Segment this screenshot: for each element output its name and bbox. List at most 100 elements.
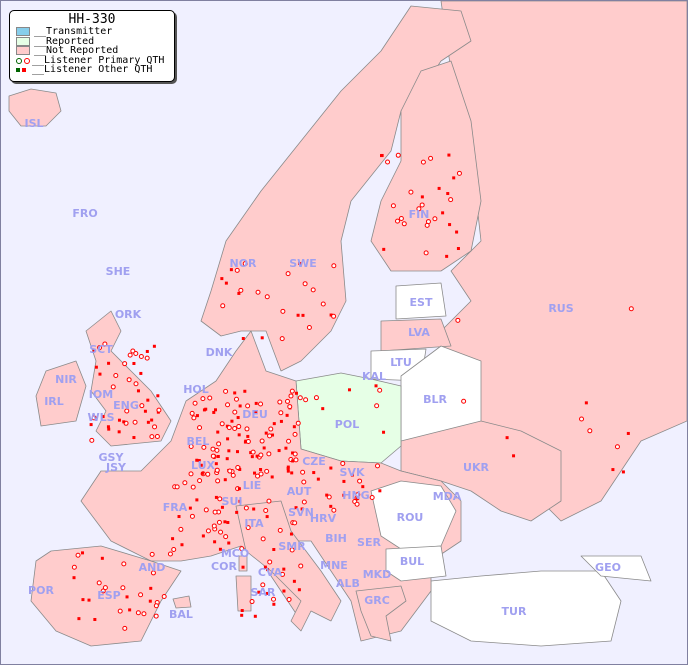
listener-other-qth-marker [107,361,111,365]
listener-other-qth-marker [292,579,296,583]
region-cor [238,555,248,572]
listener-other-qth-marker [329,504,333,508]
legend-transmitter: __Transmitter [10,27,174,37]
listener-other-qth-marker [107,427,111,431]
listener-primary-qth-marker [91,415,97,421]
country-label-ork: ORK [115,308,142,321]
legend: HH-330 __Transmitter __Reported __Not Re… [9,10,175,82]
listener-other-qth-marker [156,394,160,398]
listener-primary-qth-marker [154,433,160,439]
listener-primary-qth-marker [432,216,438,222]
listener-primary-qth-marker [132,419,138,425]
listener-other-qth-marker [611,468,615,472]
listener-primary-qth-marker [226,425,232,431]
country-label-rus: RUS [548,302,573,315]
listener-other-qth-marker [223,520,227,524]
listener-primary-qth-marker [263,508,269,514]
country-label-bul: BUL [400,555,424,568]
country-label-hrv: HRV [310,512,337,525]
listener-other-qth-marker [329,466,333,470]
country-label-fro: FRO [72,207,97,220]
listener-primary-qth-marker [455,317,461,323]
listener-other-qth-marker [290,471,294,475]
region-bul [385,545,447,582]
listener-primary-qth-marker [292,520,298,526]
country-label-gsy: GSY [99,451,125,464]
listener-primary-qth-marker [120,585,126,591]
listener-primary-qth-marker [310,287,316,293]
listener-other-qth-marker [420,195,424,199]
legend-not-reported: __Not Reported [10,46,174,56]
listener-other-qth-marker [132,361,136,365]
listener-other-qth-marker [117,418,121,422]
region-west-europe [80,330,462,642]
legend-label: __Listener Primary QTH [32,54,165,66]
listener-primary-qth-marker [628,306,634,312]
country-label-nir: NIR [55,373,77,386]
listener-primary-qth-marker [264,468,270,474]
listener-primary-qth-marker [161,593,167,599]
country-label-deu: DEU [242,408,268,421]
listener-other-qth-marker [243,389,247,393]
listener-other-qth-marker [136,389,140,393]
listener-other-qth-marker [285,413,289,417]
listener-other-qth-marker [621,470,625,474]
legend-label: __Reported [34,35,95,47]
listener-other-qth-marker [300,507,304,511]
listener-primary-qth-marker [303,397,309,403]
listener-primary-qth-marker [295,420,301,426]
listener-other-qth-marker [272,602,276,606]
listener-other-qth-marker [195,498,199,502]
listener-primary-qth-marker [285,398,291,404]
listener-other-qth-marker [316,477,320,481]
listener-primary-qth-marker [306,324,312,330]
listener-other-qth-marker [188,506,192,510]
listener-other-qth-marker [238,499,242,503]
listener-primary-qth-marker [280,571,286,577]
listener-primary-qth-marker [298,563,304,569]
country-label-swe: SWE [289,257,317,270]
country-label-fin: FIN [409,208,430,221]
listener-primary-qth-marker [302,281,308,287]
listener-primary-qth-marker [280,308,286,314]
listener-other-qth-marker [350,473,354,477]
listener-other-qth-marker [152,344,156,348]
listener-other-qth-marker [292,425,296,429]
listener-primary-qth-marker [191,415,197,421]
listener-primary-qth-marker [124,408,130,414]
listener-other-qth-marker [255,454,259,458]
listener-other-qth-marker [253,614,257,618]
listener-primary-qth-marker [152,424,158,430]
listener-primary-qth-marker [200,396,206,402]
listener-other-qth-marker [220,277,224,281]
listener-other-qth-marker [180,543,184,547]
listener-other-qth-marker [216,430,220,434]
listener-other-qth-marker [447,153,451,157]
listener-primary-qth-marker [219,421,225,427]
listener-other-qth-marker [291,451,295,455]
listener-primary-qth-marker [266,451,272,457]
listener-other-qth-marker [437,186,441,190]
listener-primary-qth-marker [205,471,211,477]
country-label-ukr: UKR [463,461,489,474]
country-label-sui: SUI [222,495,243,508]
listener-primary-qth-marker [243,505,249,511]
country-label-tur: TUR [502,605,527,618]
listener-primary-qth-marker [216,519,222,525]
listener-other-qth-marker [223,478,227,482]
listener-other-qth-marker [92,348,96,352]
listener-primary-qth-marker [266,498,272,504]
listener-primary-qth-marker [97,345,103,351]
listener-other-qth-marker [378,489,382,493]
listener-primary-qth-marker [126,377,132,383]
listener-primary-qth-marker [210,453,216,459]
listener-other-qth-marker [101,415,105,419]
region-ita [235,500,342,632]
country-label-svk: SVK [340,466,365,479]
listener-primary-qth-marker [277,399,283,405]
listener-other-qth-marker [195,414,199,418]
listener-other-qth-marker [139,371,143,375]
listener-primary-qth-marker [100,588,106,594]
listener-primary-qth-marker [110,384,116,390]
not-reported-swatch [16,46,30,56]
